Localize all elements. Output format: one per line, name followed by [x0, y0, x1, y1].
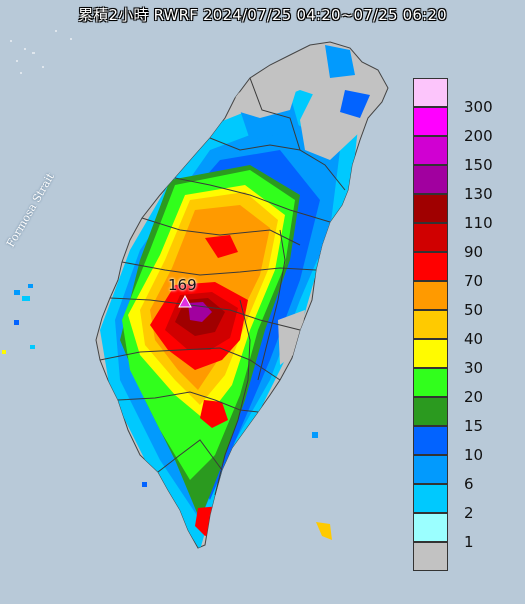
- rainfall-overlay: [100, 45, 378, 548]
- legend-swatch: [413, 397, 448, 426]
- legend-swatch: [413, 542, 448, 571]
- legend-label: 300: [464, 98, 493, 116]
- legend-label: 150: [464, 156, 493, 174]
- legend-label: 2: [464, 504, 474, 522]
- legend-swatch: [413, 455, 448, 484]
- legend-label: 1: [464, 533, 474, 551]
- legend-label: 70: [464, 272, 484, 290]
- legend-swatch: [413, 484, 448, 513]
- legend-swatch: [413, 165, 448, 194]
- legend-label: 10: [464, 446, 484, 464]
- legend-swatch: [413, 368, 448, 397]
- county-boundaries: [99, 77, 346, 496]
- legend-swatch: [413, 252, 448, 281]
- legend-label: 40: [464, 330, 484, 348]
- legend-label: 90: [464, 243, 484, 261]
- legend-swatch: [413, 223, 448, 252]
- max-rainfall-marker: [178, 294, 192, 308]
- legend-label: 130: [464, 185, 493, 203]
- sea-noise: [10, 30, 72, 74]
- max-rainfall-value: 169: [168, 276, 197, 294]
- rainfall-legend: 300 200 150 130 110 90 70 50 40 30 20 15 10 6 2 1: [413, 78, 513, 572]
- legend-swatch: [413, 194, 448, 223]
- legend-swatch: [413, 78, 448, 107]
- legend-swatch: [413, 339, 448, 368]
- legend-label: 15: [464, 417, 484, 435]
- map-title: 累積2小時 RWRF 2024/07/25 04:20~07/25 06:20: [78, 6, 447, 24]
- legend-label: 30: [464, 359, 484, 377]
- legend-swatch: [413, 310, 448, 339]
- legend-swatch: [413, 513, 448, 542]
- legend-label: 6: [464, 475, 474, 493]
- legend-label: 20: [464, 388, 484, 406]
- legend-swatch: [413, 426, 448, 455]
- legend-label: 50: [464, 301, 484, 319]
- legend-swatch: [413, 107, 448, 136]
- legend-label: 200: [464, 127, 493, 145]
- legend-swatch: [413, 136, 448, 165]
- offshore-echoes: [2, 284, 332, 540]
- legend-label: 110: [464, 214, 493, 232]
- legend-swatch: [413, 281, 448, 310]
